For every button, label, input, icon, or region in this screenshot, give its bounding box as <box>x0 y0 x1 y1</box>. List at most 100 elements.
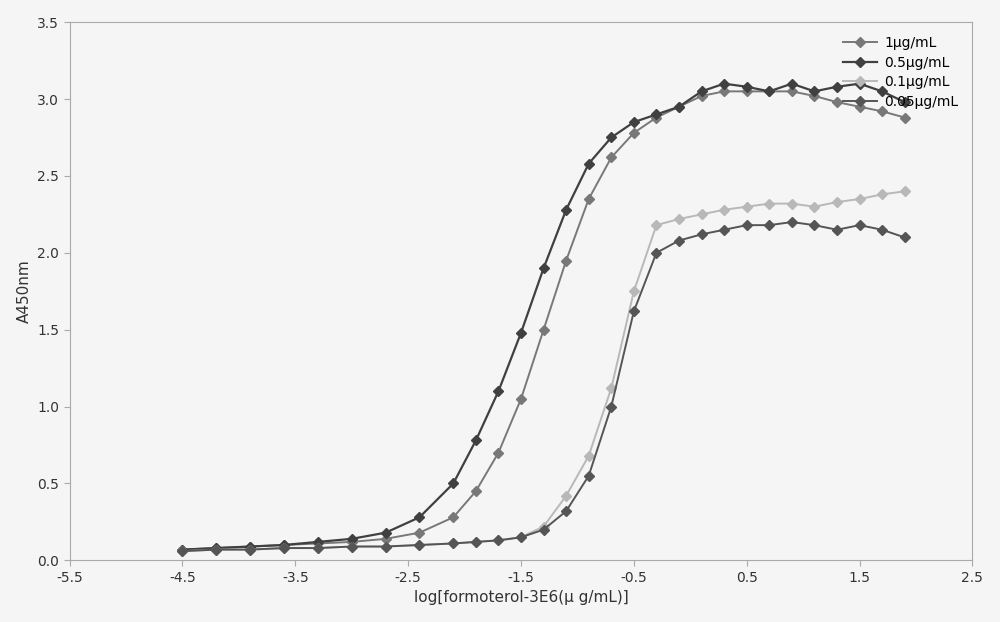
0.1μg/mL <box>470 538 482 545</box>
0.05μg/mL <box>278 544 290 552</box>
0.05μg/mL <box>628 307 640 315</box>
0.5μg/mL <box>786 80 798 88</box>
1μg/mL <box>741 88 753 95</box>
0.5μg/mL <box>899 98 911 106</box>
1μg/mL <box>492 449 504 457</box>
0.05μg/mL <box>876 226 888 233</box>
1μg/mL <box>346 538 358 545</box>
0.5μg/mL <box>741 83 753 90</box>
0.05μg/mL <box>560 508 572 515</box>
0.1μg/mL <box>538 523 550 531</box>
0.5μg/mL <box>447 480 459 487</box>
0.1μg/mL <box>808 203 820 210</box>
0.1μg/mL <box>447 540 459 547</box>
1μg/mL <box>673 103 685 111</box>
0.5μg/mL <box>312 538 324 545</box>
0.1μg/mL <box>854 195 866 203</box>
0.5μg/mL <box>176 546 188 554</box>
0.5μg/mL <box>583 160 595 167</box>
1μg/mL <box>312 540 324 547</box>
1μg/mL <box>583 195 595 203</box>
0.1μg/mL <box>413 541 425 549</box>
0.05μg/mL <box>176 547 188 555</box>
0.05μg/mL <box>831 226 843 233</box>
1μg/mL <box>763 88 775 95</box>
0.1μg/mL <box>244 546 256 554</box>
0.05μg/mL <box>210 546 222 554</box>
0.05μg/mL <box>413 541 425 549</box>
0.1μg/mL <box>492 537 504 544</box>
1μg/mL <box>447 514 459 521</box>
0.5μg/mL <box>346 535 358 542</box>
0.1μg/mL <box>176 547 188 555</box>
Line: 0.5μg/mL: 0.5μg/mL <box>179 80 908 553</box>
0.05μg/mL <box>673 237 685 244</box>
0.1μg/mL <box>899 188 911 195</box>
1μg/mL <box>605 154 617 161</box>
1μg/mL <box>696 92 708 100</box>
1μg/mL <box>515 395 527 402</box>
1μg/mL <box>650 114 662 121</box>
1μg/mL <box>210 544 222 552</box>
0.1μg/mL <box>583 452 595 460</box>
0.1μg/mL <box>718 206 730 213</box>
Y-axis label: A450nm: A450nm <box>17 259 32 323</box>
0.1μg/mL <box>346 543 358 550</box>
0.5μg/mL <box>380 529 392 536</box>
0.05μg/mL <box>346 543 358 550</box>
Line: 0.1μg/mL: 0.1μg/mL <box>179 188 908 555</box>
0.1μg/mL <box>650 221 662 229</box>
1μg/mL <box>628 129 640 137</box>
0.05μg/mL <box>470 538 482 545</box>
1μg/mL <box>831 98 843 106</box>
0.05μg/mL <box>380 543 392 550</box>
1μg/mL <box>176 546 188 554</box>
1μg/mL <box>380 535 392 542</box>
1μg/mL <box>244 543 256 550</box>
0.1μg/mL <box>741 203 753 210</box>
0.05μg/mL <box>312 544 324 552</box>
1μg/mL <box>560 257 572 264</box>
0.1μg/mL <box>876 191 888 198</box>
1μg/mL <box>413 529 425 536</box>
Line: 1μg/mL: 1μg/mL <box>179 88 908 553</box>
0.05μg/mL <box>718 226 730 233</box>
0.05μg/mL <box>763 221 775 229</box>
0.5μg/mL <box>808 88 820 95</box>
0.5μg/mL <box>718 80 730 88</box>
1μg/mL <box>470 488 482 495</box>
0.1μg/mL <box>312 544 324 552</box>
0.5μg/mL <box>854 80 866 88</box>
0.1μg/mL <box>210 546 222 554</box>
0.5μg/mL <box>244 543 256 550</box>
0.1μg/mL <box>673 215 685 223</box>
0.05μg/mL <box>583 472 595 480</box>
0.05μg/mL <box>741 221 753 229</box>
0.1μg/mL <box>786 200 798 207</box>
0.5μg/mL <box>278 541 290 549</box>
1μg/mL <box>538 326 550 333</box>
0.05μg/mL <box>786 218 798 226</box>
0.1μg/mL <box>605 384 617 392</box>
0.05μg/mL <box>854 221 866 229</box>
0.5μg/mL <box>413 514 425 521</box>
0.5μg/mL <box>650 111 662 118</box>
0.5μg/mL <box>560 206 572 213</box>
0.5μg/mL <box>538 264 550 272</box>
Line: 0.05μg/mL: 0.05μg/mL <box>179 218 908 555</box>
0.1μg/mL <box>696 211 708 218</box>
0.05μg/mL <box>899 234 911 241</box>
0.05μg/mL <box>605 403 617 411</box>
1μg/mL <box>808 92 820 100</box>
0.5μg/mL <box>515 329 527 337</box>
1μg/mL <box>854 103 866 111</box>
0.05μg/mL <box>808 221 820 229</box>
0.5μg/mL <box>876 88 888 95</box>
1μg/mL <box>876 108 888 115</box>
0.5μg/mL <box>492 388 504 395</box>
0.1μg/mL <box>831 198 843 206</box>
0.1μg/mL <box>763 200 775 207</box>
0.1μg/mL <box>560 492 572 499</box>
0.5μg/mL <box>210 544 222 552</box>
1μg/mL <box>278 541 290 549</box>
